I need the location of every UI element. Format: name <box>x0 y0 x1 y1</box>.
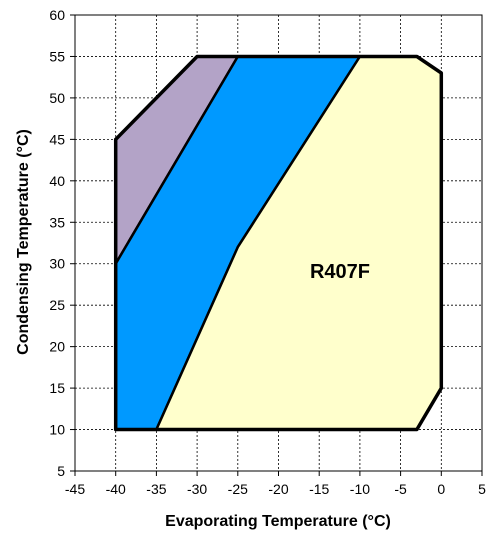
y-tick-label: 20 <box>49 339 65 355</box>
y-tick-label: 5 <box>57 463 65 479</box>
x-axis-label: Evaporating Temperature (°C) <box>165 513 391 530</box>
y-tick-label: 60 <box>49 7 65 23</box>
x-tick-label: -35 <box>146 481 166 497</box>
x-axis-ticks: -45 -40 -35 -30 -25 -20 -15 -10 -5 0 5 <box>65 471 486 497</box>
series-annotation: R407F <box>310 261 370 283</box>
y-tick-label: 30 <box>49 256 65 272</box>
y-tick-label: 40 <box>49 173 65 189</box>
x-tick-label: -40 <box>106 481 126 497</box>
y-tick-label: 10 <box>49 422 65 438</box>
x-tick-label: -10 <box>350 481 370 497</box>
y-axis-label: Condensing Temperature (°C) <box>15 129 32 355</box>
x-tick-label: 0 <box>437 481 445 497</box>
x-tick-label: -15 <box>309 481 329 497</box>
x-tick-label: -25 <box>228 481 248 497</box>
x-tick-label: -20 <box>268 481 288 497</box>
envelope-outline <box>113 54 444 432</box>
y-tick-label: 45 <box>49 131 65 147</box>
y-tick-label: 15 <box>49 380 65 396</box>
y-tick-label: 50 <box>49 90 65 106</box>
x-tick-label: -30 <box>187 481 207 497</box>
x-tick-label: 5 <box>478 481 486 497</box>
y-axis-ticks: 5 10 15 20 25 30 35 40 45 50 55 60 <box>49 7 75 479</box>
y-tick-label: 25 <box>49 297 65 313</box>
x-tick-label: -5 <box>394 481 407 497</box>
y-tick-label: 55 <box>49 48 65 64</box>
plot-regions <box>113 54 444 432</box>
x-tick-label: -45 <box>65 481 85 497</box>
y-tick-label: 35 <box>49 214 65 230</box>
